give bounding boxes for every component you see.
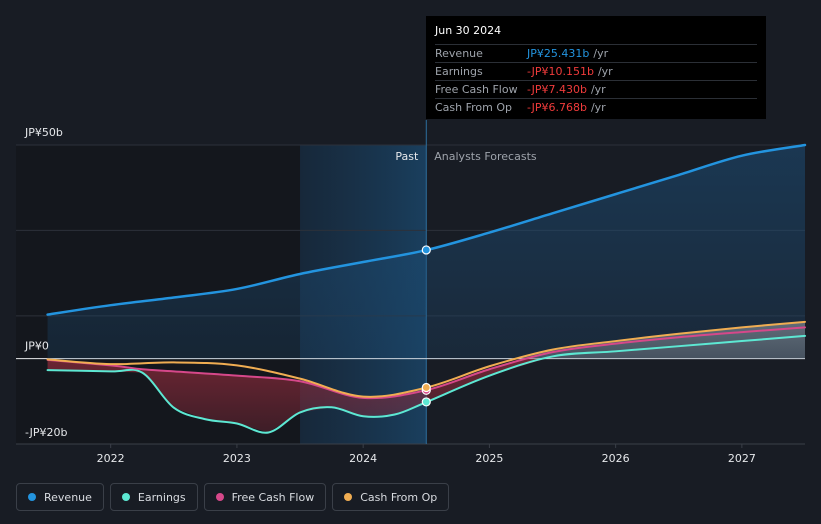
tooltip-label: Revenue: [435, 47, 483, 60]
legend-item-cash-from-op[interactable]: Cash From Op: [332, 483, 450, 511]
tooltip-row-free-cash-flow: Free Cash Flow -JP¥7.430b/yr: [435, 80, 757, 98]
legend-label: Free Cash Flow: [231, 490, 315, 504]
legend-dot-icon: [215, 493, 224, 501]
positive-area: [47, 321, 806, 359]
tooltip-unit: /yr: [590, 83, 606, 96]
x-tick-label: 2023: [223, 452, 251, 465]
tooltip-value: -JP¥7.430b: [527, 83, 587, 96]
past-region-label: Past: [395, 150, 419, 163]
tooltip-value: JP¥25.431b: [527, 47, 590, 60]
y-tick-label: JP¥0: [24, 340, 49, 353]
x-tick-label: 2025: [475, 452, 503, 465]
earnings-line: [46, 334, 806, 434]
negative-area: [47, 358, 806, 433]
legend-label: Earnings: [137, 490, 186, 504]
tooltip-label: Cash From Op: [435, 101, 513, 114]
tooltip-row-cash-from-op: Cash From Op -JP¥6.768b/yr: [435, 98, 757, 116]
tooltip-date: Jun 30 2024: [435, 24, 502, 37]
x-tick-label: 2026: [602, 452, 630, 465]
legend-item-revenue[interactable]: Revenue: [16, 483, 104, 511]
tooltip-label: Free Cash Flow: [435, 83, 518, 96]
forecast-region-label: Analysts Forecasts: [434, 150, 537, 163]
x-tick-label: 2027: [728, 452, 756, 465]
hover-tooltip: Jun 30 2024 Revenue JP¥25.431b/yr Earnings…: [426, 16, 766, 119]
y-tick-label: -JP¥20b: [25, 426, 67, 439]
tooltip-value: -JP¥10.151b: [527, 65, 594, 78]
earnings-marker: [421, 397, 431, 407]
y-tick-label: JP¥50b: [24, 126, 63, 139]
tooltip-label: Earnings: [435, 65, 483, 78]
tooltip-row-earnings: Earnings -JP¥10.151b/yr: [435, 62, 757, 80]
tooltip-unit: /yr: [597, 65, 613, 78]
legend-item-earnings[interactable]: Earnings: [109, 483, 198, 511]
legend-label: Revenue: [44, 490, 92, 504]
x-tick-label: 2022: [97, 452, 125, 465]
revenue-marker: [421, 245, 431, 255]
legend-dot-icon: [344, 493, 353, 501]
tooltip-unit: /yr: [590, 101, 606, 114]
legend-dot-icon: [121, 493, 130, 501]
chart-canvas: JP¥50b JP¥0 -JP¥20b 2022 2023 2024 2025 2026 202…: [16, 120, 807, 465]
cash-from-op-marker: [421, 382, 431, 393]
legend-label: Cash From Op: [360, 490, 438, 504]
tooltip-unit: /yr: [593, 47, 609, 60]
x-tick-label: 2024: [349, 452, 377, 465]
legend-item-free-cash-flow[interactable]: Free Cash Flow: [203, 483, 327, 511]
tooltip-row-revenue: Revenue JP¥25.431b/yr: [435, 44, 757, 62]
tooltip-value: -JP¥6.768b: [527, 101, 587, 114]
chart-legend: Revenue Earnings Free Cash Flow Cash From O…: [16, 483, 450, 511]
legend-dot-icon: [28, 493, 36, 501]
free-cash-flow-line: [46, 326, 806, 400]
